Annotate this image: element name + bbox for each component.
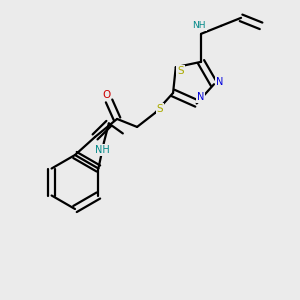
Text: NH: NH (192, 21, 206, 30)
Text: S: S (178, 66, 184, 76)
Text: N: N (197, 92, 204, 103)
Text: O: O (102, 90, 110, 100)
Text: N: N (216, 77, 224, 87)
Text: S: S (157, 104, 164, 114)
Text: NH: NH (94, 145, 110, 155)
